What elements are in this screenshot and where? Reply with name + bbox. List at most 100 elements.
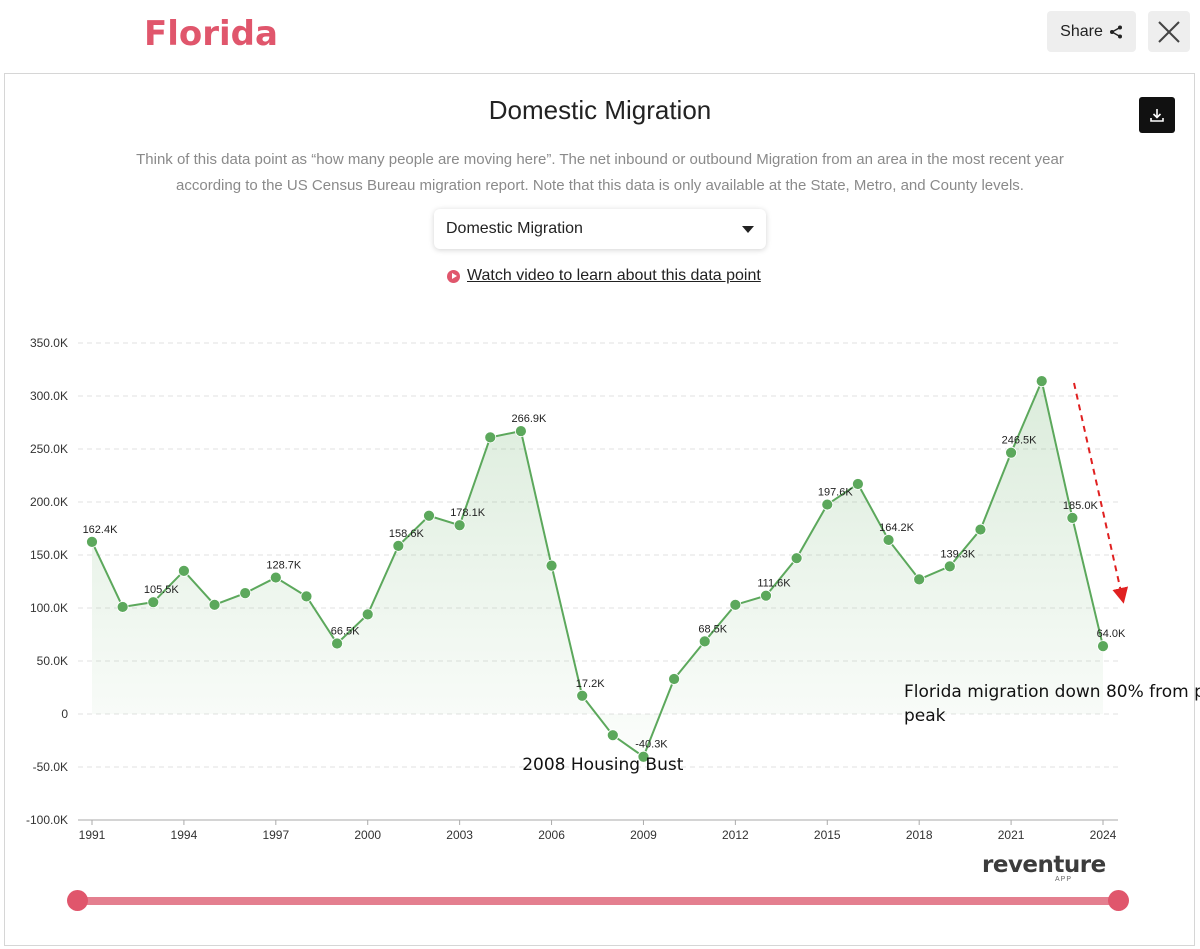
- x-tick-label: 2012: [722, 828, 749, 842]
- share-icon: [1109, 25, 1122, 38]
- chart-description: Think of this data point as “how many pe…: [136, 151, 1064, 194]
- data-label-2013: 111.6K: [757, 578, 791, 590]
- data-label-2011: 68.5K: [698, 623, 727, 635]
- decline-arrow: [1073, 382, 1129, 604]
- metric-dropdown[interactable]: Domestic Migration: [434, 209, 766, 249]
- data-label-1997: 128.7K: [266, 560, 302, 572]
- reventure-logo-sub: APP: [1055, 876, 1073, 883]
- x-tick-label: 2006: [538, 828, 565, 842]
- annotation-housing-bust: 2008 Housing Bust: [522, 755, 683, 775]
- x-tick-label: 2024: [1090, 828, 1117, 842]
- data-point-2017: [882, 534, 895, 546]
- data-point-2013: [760, 589, 772, 602]
- data-point-2011: [698, 635, 711, 648]
- data-label-2001: 158.6K: [389, 528, 425, 540]
- data-point-2010: [668, 673, 680, 685]
- data-label-2015: 197.6K: [818, 487, 854, 499]
- x-tick-label: 2018: [906, 828, 933, 842]
- data-label-2021: 246.5K: [1002, 435, 1038, 447]
- x-tick-label: 1994: [171, 828, 198, 842]
- data-point-2003: [453, 519, 466, 532]
- data-point-2007: [576, 689, 589, 702]
- data-point-1998: [300, 590, 313, 603]
- data-point-2006: [545, 559, 558, 572]
- y-tick-label: 150.0K: [30, 548, 68, 562]
- y-tick-label: 50.0K: [37, 654, 68, 668]
- y-tick-label: -100.0K: [26, 813, 68, 827]
- range-start-handle[interactable]: [67, 890, 88, 911]
- data-label-1999: 66.5K: [331, 626, 360, 638]
- data-label-2007: 17.2K: [576, 678, 605, 690]
- reventure-logo: reventure: [982, 852, 1106, 878]
- data-point-2018: [913, 573, 926, 586]
- data-label-2023: 185.0K: [1063, 500, 1099, 512]
- x-tick-label: 2000: [354, 828, 381, 842]
- y-tick-label: 300.0K: [30, 389, 68, 403]
- data-point-1995: [208, 598, 221, 611]
- page-title: Florida: [144, 14, 278, 54]
- data-point-2015: [821, 498, 834, 511]
- share-label: Share: [1060, 22, 1103, 40]
- data-point-2023: [1066, 512, 1079, 524]
- x-tick-label: 2003: [446, 828, 473, 842]
- annotation-pandemic-peak-line2: peak: [904, 706, 946, 726]
- range-end-handle[interactable]: [1108, 890, 1129, 911]
- annotation-pandemic-peak-line1: Florida migration down 80% from pandemic: [904, 682, 1200, 702]
- data-point-2014: [790, 552, 803, 565]
- y-tick-label: 0: [61, 707, 68, 721]
- data-point-2024: [1097, 640, 1109, 653]
- x-tick-label: 2021: [998, 828, 1025, 842]
- data-label-2019: 139.3K: [940, 548, 976, 560]
- dropdown-value: Domestic Migration: [446, 220, 583, 237]
- y-tick-label: 100.0K: [30, 601, 68, 615]
- data-point-1991: [86, 535, 98, 548]
- data-label-2009: -40.3K: [635, 739, 668, 751]
- area-fill: [92, 381, 1103, 757]
- chart-title: Domestic Migration: [488, 95, 712, 125]
- y-tick-label: 250.0K: [30, 442, 68, 456]
- year-range-track[interactable]: [77, 897, 1119, 905]
- data-point-2005: [515, 425, 527, 437]
- y-tick-label: 350.0K: [30, 336, 68, 350]
- y-tick-label: 200.0K: [30, 495, 68, 509]
- data-point-1993: [147, 596, 160, 609]
- close-button[interactable]: [1148, 11, 1190, 52]
- x-tick-label: 1991: [79, 828, 106, 842]
- data-point-2008: [606, 729, 619, 742]
- download-icon: [1150, 109, 1164, 122]
- data-point-2019: [943, 560, 956, 573]
- data-point-1997: [269, 571, 282, 584]
- data-point-2021: [1005, 446, 1017, 459]
- watch-video-link[interactable]: Watch video to learn about this data poi…: [447, 267, 761, 285]
- data-point-2002: [423, 509, 435, 522]
- data-label-2017: 164.2K: [879, 522, 915, 534]
- data-point-2022: [1035, 375, 1048, 388]
- data-label-1993: 105.5K: [144, 584, 180, 596]
- download-button[interactable]: [1139, 97, 1175, 133]
- data-point-1992: [116, 601, 129, 613]
- data-point-2016: [852, 478, 864, 490]
- share-button[interactable]: Share: [1047, 11, 1136, 52]
- watch-video-label: Watch video to learn about this data poi…: [467, 267, 761, 284]
- y-tick-label: -50.0K: [33, 760, 68, 774]
- data-point-1994: [178, 565, 190, 577]
- data-point-2004: [484, 431, 497, 444]
- x-tick-label: 1997: [262, 828, 289, 842]
- data-point-2000: [361, 608, 374, 621]
- caret-down-icon: [742, 225, 754, 233]
- data-label-2024: 64.0K: [1097, 628, 1126, 640]
- data-point-2020: [974, 523, 987, 536]
- data-label-2005: 266.9K: [511, 413, 547, 425]
- x-tick-label: 2009: [630, 828, 657, 842]
- data-label-2003: 178.1K: [450, 507, 486, 519]
- data-point-1996: [239, 587, 252, 600]
- data-label-1991: 162.4K: [83, 524, 119, 536]
- close-icon: [1158, 20, 1180, 43]
- data-point-1999: [331, 637, 343, 650]
- data-point-2001: [392, 539, 405, 552]
- data-point-2009: [637, 750, 650, 763]
- play-icon: [447, 269, 460, 283]
- x-tick-label: 2015: [814, 828, 841, 842]
- data-point-2012: [729, 598, 742, 611]
